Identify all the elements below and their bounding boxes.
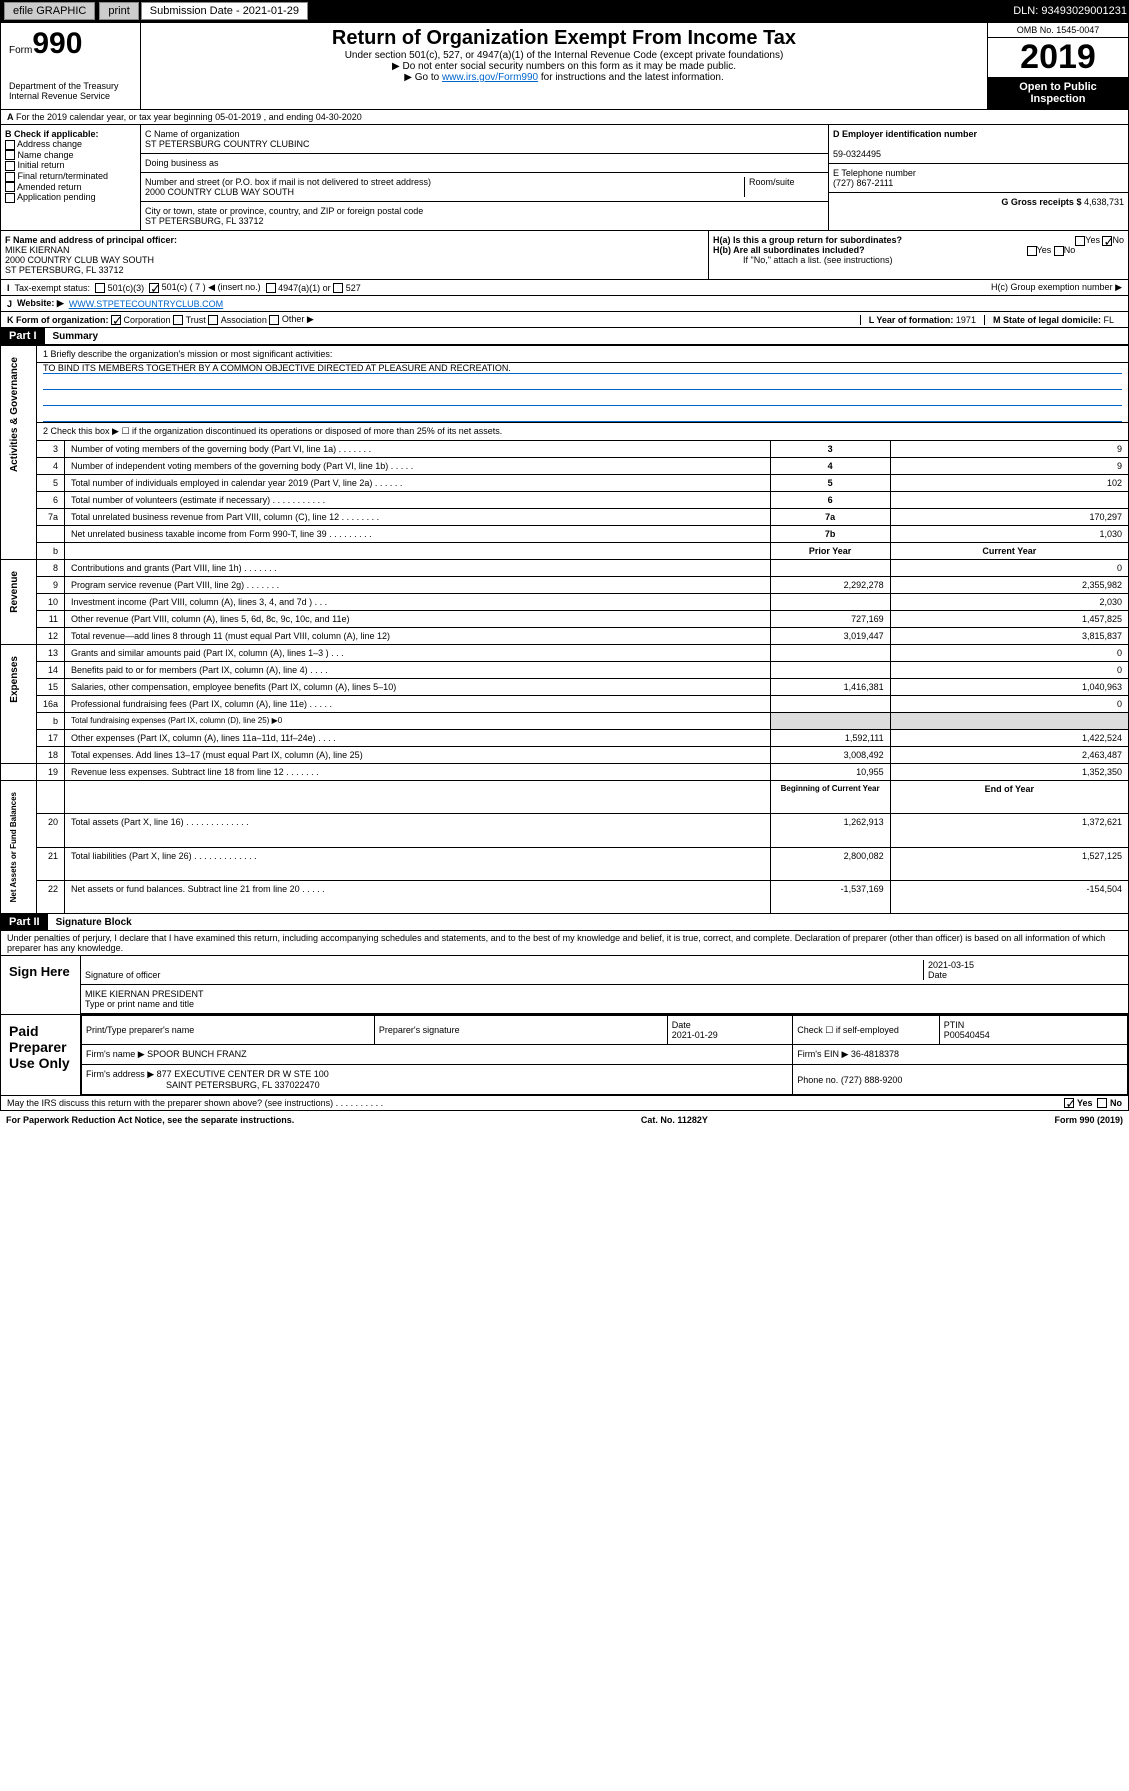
dln-label: DLN: 93493029001231 bbox=[1013, 5, 1127, 17]
part2-header: Part II Signature Block bbox=[0, 914, 1129, 931]
right-info: D Employer identification number59-03244… bbox=[828, 125, 1128, 230]
summary-table: Activities & Governance 1 Briefly descri… bbox=[0, 345, 1129, 914]
form-org-row: K Form of organization: Corporation Trus… bbox=[0, 312, 1129, 328]
website-row: J Website: ▶ WWW.STPETECOUNTRYCLUB.COM bbox=[0, 296, 1129, 312]
section-c: C Name of organizationST PETERSBURG COUN… bbox=[141, 125, 828, 230]
form-title: Return of Organization Exempt From Incom… bbox=[149, 27, 979, 50]
form-note1: ▶ Do not enter social security numbers o… bbox=[149, 61, 979, 72]
tax-status-row: I Tax-exempt status: 501(c)(3) 501(c) ( … bbox=[0, 280, 1129, 296]
section-a-text: For the 2019 calendar year, or tax year … bbox=[16, 112, 362, 122]
mission-text: TO BIND ITS MEMBERS TOGETHER BY A COMMON… bbox=[43, 363, 1122, 374]
org-address: 2000 COUNTRY CLUB WAY SOUTH bbox=[145, 187, 294, 197]
top-bar: efile GRAPHIC print Submission Date - 20… bbox=[0, 0, 1129, 22]
signature-block: Sign Here Signature of officer2021-03-15… bbox=[0, 956, 1129, 1015]
section-hc: H(c) Group exemption number ▶ bbox=[991, 282, 1122, 293]
org-name: ST PETERSBURG COUNTRY CLUBINC bbox=[145, 139, 310, 149]
efile-label: efile GRAPHIC bbox=[4, 2, 95, 20]
form-prefix: Form bbox=[9, 45, 32, 56]
submission-date: Submission Date - 2021-01-29 bbox=[141, 2, 308, 20]
form-number: 990 bbox=[32, 27, 82, 60]
website-link[interactable]: WWW.STPETECOUNTRYCLUB.COM bbox=[69, 299, 223, 309]
phone: (727) 867-2111 bbox=[833, 178, 893, 188]
tax-year: 2019 bbox=[988, 38, 1128, 77]
org-city: ST PETERSBURG, FL 33712 bbox=[145, 216, 264, 226]
perjury-text: Under penalties of perjury, I declare th… bbox=[0, 931, 1129, 956]
irs-link[interactable]: www.irs.gov/Form990 bbox=[442, 72, 538, 83]
gross-receipts: 4,638,731 bbox=[1084, 197, 1124, 207]
may-irs-row: May the IRS discuss this return with the… bbox=[0, 1096, 1129, 1111]
section-h: H(a) Is this a group return for subordin… bbox=[708, 231, 1128, 279]
preparer-table: Print/Type preparer's name Preparer's si… bbox=[81, 1015, 1128, 1095]
part1-header: Part I Summary bbox=[0, 328, 1129, 345]
section-b: B Check if applicable: Address change Na… bbox=[1, 125, 141, 230]
form-header: Form990 Department of the TreasuryIntern… bbox=[0, 22, 1129, 110]
ein: 59-0324495 bbox=[833, 149, 881, 159]
form-subtitle: Under section 501(c), 527, or 4947(a)(1)… bbox=[149, 50, 979, 61]
page-footer: For Paperwork Reduction Act Notice, see … bbox=[0, 1111, 1129, 1129]
paid-preparer-label: Paid Preparer Use Only bbox=[1, 1015, 81, 1095]
section-f: F Name and address of principal officer:… bbox=[1, 231, 708, 279]
dept-label: Department of the TreasuryInternal Reven… bbox=[9, 81, 132, 101]
omb-number: OMB No. 1545-0047 bbox=[988, 23, 1128, 38]
open-public: Open to Public Inspection bbox=[988, 77, 1128, 109]
print-button[interactable]: print bbox=[99, 2, 138, 20]
